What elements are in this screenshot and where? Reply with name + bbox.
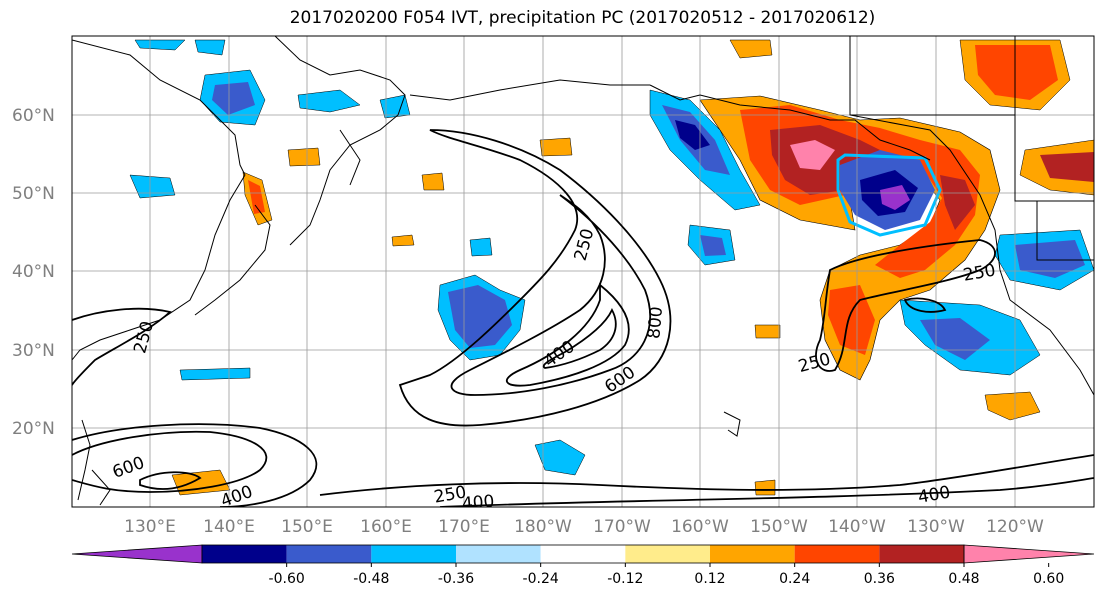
map-title: 2017020200 F054 IVT, precipitation PC (2… <box>289 8 876 28</box>
ivt-contour-250-west <box>72 307 172 386</box>
contour-label-400-southeast: 400 <box>917 482 952 507</box>
precip-extreme-positive-spot <box>790 140 835 170</box>
lon-label: 160°W <box>671 517 729 537</box>
lon-label: 140°E <box>203 517 255 537</box>
ivt-contour-south-400b <box>439 477 1094 507</box>
lon-label: 150°E <box>281 517 333 537</box>
colorbar-segment <box>794 545 880 563</box>
colorbar-outline <box>201 544 965 564</box>
ivt-contour-800-central <box>542 307 617 369</box>
colorbar-segment <box>371 545 456 563</box>
colorbar-tick-label: -0.60 <box>269 571 305 587</box>
ivt-contour-250-east <box>815 239 996 372</box>
lon-label: 170°E <box>438 517 490 537</box>
colorbar-tick-label: 0.48 <box>948 571 979 587</box>
graticule <box>72 36 1094 507</box>
ivt-contour-south-400 <box>72 423 318 507</box>
lat-label: 40°N <box>12 262 55 282</box>
coastlines <box>72 36 1094 506</box>
colorbar-segment <box>540 545 626 563</box>
lat-label: 50°N <box>12 184 55 204</box>
contour-label-250-south: 250 <box>433 482 468 507</box>
colorbar: -0.60 -0.48 -0.36 -0.24 -0.12 0.12 0.24 0.36 0.4… <box>71 544 1095 587</box>
colorbar-segment <box>625 545 710 563</box>
colorbar-segment <box>879 545 964 563</box>
colorbar-tick-label: 0.60 <box>1033 571 1064 587</box>
longitude-labels: 130°E 140°E 150°E 160°E 170°E 180°W 170°… <box>124 517 1044 537</box>
lon-label: 150°W <box>750 517 808 537</box>
colorbar-tick-label: 0.24 <box>779 571 810 587</box>
contour-label-800-central: 800 <box>644 306 667 340</box>
lat-label: 20°N <box>12 419 55 439</box>
colorbar-segment <box>710 545 795 563</box>
colorbar-extend-max <box>963 544 1095 564</box>
ivt-contour-south-600 <box>72 430 268 493</box>
contour-label-400-south: 400 <box>461 492 495 515</box>
lon-label: 120°W <box>986 517 1044 537</box>
lon-label: 170°W <box>593 517 651 537</box>
lat-label: 60°N <box>12 106 55 126</box>
map-frame <box>71 35 1095 508</box>
lon-label: 130°W <box>907 517 965 537</box>
lon-label: 140°W <box>828 517 886 537</box>
lon-label: 130°E <box>124 517 176 537</box>
colorbar-tick-label: 0.36 <box>864 571 895 587</box>
colorbar-tick-label: 0.12 <box>694 571 725 587</box>
colorbar-segment <box>202 545 287 563</box>
ivt-contour-400-central <box>450 194 651 396</box>
colorbar-tick-label: -0.12 <box>607 571 643 587</box>
colorbar-segment <box>456 545 541 563</box>
lon-label: 160°E <box>360 517 412 537</box>
colorbar-tick-label: -0.36 <box>438 571 474 587</box>
lon-label: 180°W <box>514 517 572 537</box>
colorbar-segment <box>286 545 372 563</box>
colorbar-tick-label: -0.24 <box>523 571 559 587</box>
latitude-labels: 60°N 50°N 40°N 30°N 20°N <box>12 106 55 439</box>
colorbar-extend-min <box>71 544 203 564</box>
ivt-contour-south-250 <box>319 454 1094 496</box>
colorbar-tick-label: -0.48 <box>353 571 389 587</box>
ivt-contours <box>72 129 1094 507</box>
lat-label: 30°N <box>12 341 55 361</box>
precip-shading <box>129 39 1094 496</box>
ivt-contour-600-central <box>506 283 630 387</box>
